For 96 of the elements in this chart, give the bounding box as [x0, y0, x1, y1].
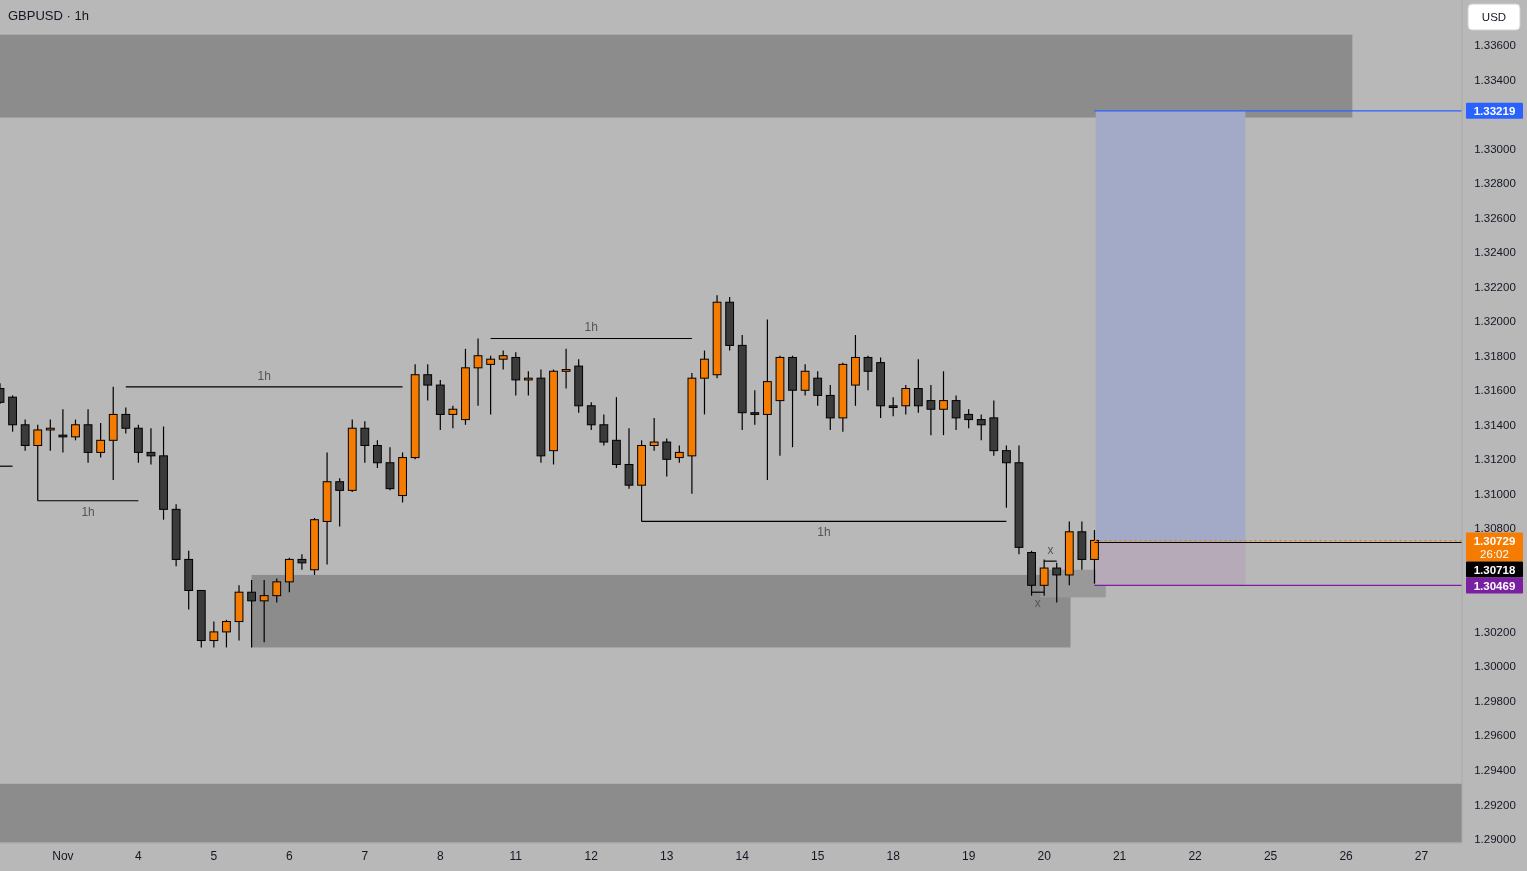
y-tick-label: 1.32200 [1474, 280, 1516, 293]
candlestick [335, 477, 345, 528]
y-tick-label: 1.31800 [1474, 349, 1516, 362]
y-tick-label: 1.33600 [1474, 39, 1516, 52]
x-tick-label: 8 [436, 849, 444, 863]
x-tick-label: 20 [1037, 849, 1052, 863]
series-label: 1h [584, 320, 598, 335]
candlestick [146, 427, 156, 466]
x-tick-label: 6 [286, 849, 293, 863]
ref-line-label: 1.30469 [1473, 579, 1516, 592]
candlestick [649, 417, 659, 452]
y-tick-label: 1.31600 [1474, 384, 1516, 397]
y-tick-label: 1.29200 [1474, 798, 1516, 811]
y-tick-label: 1.30800 [1474, 522, 1516, 535]
x-tick-label: 4 [135, 849, 143, 863]
x-tick-label: 7 [361, 849, 369, 863]
candlestick [96, 422, 106, 459]
candlestick [913, 358, 923, 414]
candlestick [863, 355, 873, 391]
candlestick [750, 389, 760, 426]
y-tick-label: 1.31400 [1474, 418, 1516, 431]
x-tick-label: 15 [811, 849, 825, 863]
candlestick [473, 337, 483, 407]
candlestick [121, 406, 131, 435]
x-tick-label: 21 [1112, 849, 1127, 863]
x-tick-label: 19 [961, 849, 976, 863]
candlestick [284, 557, 294, 593]
y-tick-label: 1.29600 [1474, 729, 1516, 742]
candlestick [586, 401, 596, 431]
candlestick [624, 427, 634, 490]
series-label: 1h [257, 368, 271, 383]
candlestick [259, 579, 269, 643]
x-tick-label: 22 [1188, 849, 1203, 863]
candlestick [976, 413, 986, 441]
candlestick [511, 351, 521, 397]
candlestick [926, 384, 936, 436]
y-axis-title: USD [1481, 11, 1507, 23]
candlestick [373, 439, 382, 469]
candlestick [700, 349, 709, 416]
candlestick [58, 408, 68, 453]
candlestick [813, 370, 823, 407]
candlestick [523, 370, 533, 397]
series-label: 1h [817, 525, 831, 540]
x-tick-label: 18 [886, 849, 901, 863]
y-tick-label: 1.29000 [1474, 833, 1516, 846]
x-tick-label: 27 [1414, 849, 1429, 863]
candlestick [901, 384, 911, 416]
y-tick-label: 1.32600 [1474, 211, 1516, 224]
x-tick-label: 13 [660, 849, 674, 863]
y-tick-label: 1.32800 [1474, 177, 1516, 190]
x-tick-label: 25 [1263, 849, 1278, 863]
candlestick [599, 413, 609, 447]
candlestick [209, 620, 219, 649]
candlestick [498, 349, 508, 371]
candlestick [247, 579, 256, 649]
ref-line-label: 1.30729 26:02 [1473, 534, 1516, 560]
candlestick [222, 619, 231, 649]
candlestick [272, 577, 282, 604]
y-tick-label: 1.32400 [1474, 246, 1516, 259]
ref-line-label: 1.33219 [1473, 104, 1516, 117]
candlestick [423, 363, 433, 402]
y-tick-label: 1.30200 [1474, 625, 1516, 638]
x-tick-label: 11 [509, 849, 523, 863]
candlestick [825, 384, 835, 431]
candlestick [20, 419, 30, 452]
candlestick [360, 420, 370, 464]
candlestick [800, 363, 810, 397]
candlestick [448, 405, 458, 429]
x-tick-label: Nov [52, 849, 74, 863]
candlestick [71, 419, 80, 441]
candlestick [888, 396, 898, 417]
y-tick-label: 1.32000 [1474, 315, 1516, 328]
text: GBPUSD · 1h [8, 8, 89, 23]
y-tick-label: 1.31000 [1474, 487, 1516, 500]
candlestick [939, 370, 948, 436]
candlestick [486, 355, 496, 416]
candlestick [561, 348, 571, 390]
candlestick [951, 394, 961, 431]
candlestick [1002, 444, 1011, 509]
y-tick-label: 1.31200 [1474, 453, 1516, 466]
ref-line-label: 1.30718 [1473, 563, 1516, 576]
y-tick-label: 1.29800 [1474, 694, 1516, 707]
x-tick-label: 26 [1339, 849, 1354, 863]
y-tick-label: 1.29400 [1474, 763, 1516, 776]
y-tick-label: 1.33400 [1474, 73, 1516, 86]
series-label: x [1047, 543, 1054, 558]
x-tick-label: 5 [210, 849, 218, 863]
x-tick-label: 12 [584, 849, 599, 863]
candlestick [662, 437, 672, 478]
x-tick-label: 14 [735, 849, 750, 863]
y-tick-label: 1.30000 [1474, 660, 1516, 673]
series-label: 1h [81, 504, 95, 519]
y-tick-label: 1.33000 [1474, 142, 1516, 155]
candlestick [964, 408, 974, 429]
candlestick [45, 419, 55, 452]
candlestick [297, 553, 307, 571]
